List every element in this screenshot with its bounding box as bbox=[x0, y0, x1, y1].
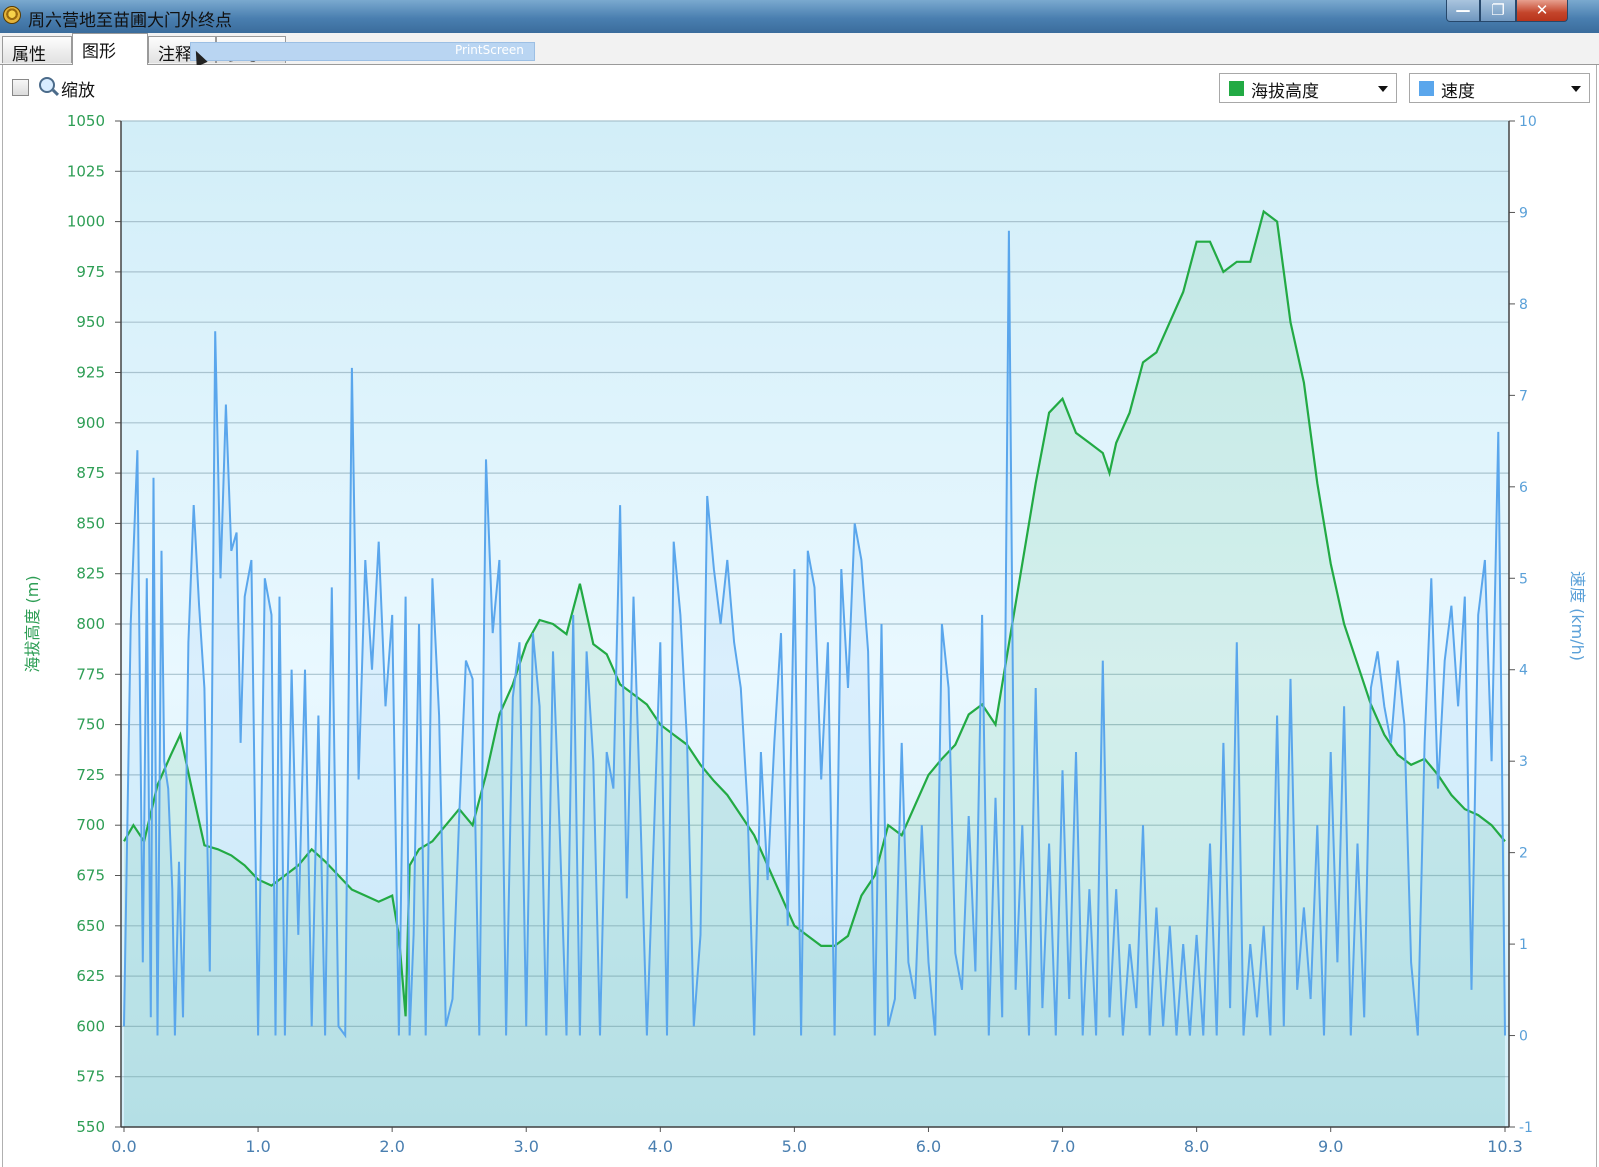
right-tick-label: 8 bbox=[1519, 297, 1528, 313]
tab-properties[interactable]: 属性 bbox=[2, 36, 72, 65]
app-icon bbox=[3, 6, 21, 24]
right-tick-label: -1 bbox=[1519, 1120, 1533, 1136]
window-title: 周六营地至苗圃大门外终点 bbox=[28, 11, 232, 31]
right-tick-label: 3 bbox=[1519, 754, 1528, 770]
close-icon: ✕ bbox=[1535, 1, 1549, 19]
left-series-dropdown[interactable]: 海拔高度 bbox=[1219, 73, 1397, 103]
elevation-area bbox=[124, 211, 1505, 1127]
left-tick-label: 700 bbox=[76, 816, 105, 834]
x-tick-label: 7.0 bbox=[1050, 1137, 1075, 1156]
speed-area bbox=[124, 230, 1505, 1127]
left-tick-label: 900 bbox=[76, 414, 105, 432]
left-tick-label: 550 bbox=[76, 1118, 105, 1136]
left-tick-label: 750 bbox=[76, 716, 105, 734]
right-tick-label: 10 bbox=[1519, 114, 1537, 130]
left-tick-label: 650 bbox=[76, 917, 105, 935]
left-tick-label: 800 bbox=[76, 615, 105, 633]
minimize-button[interactable]: — bbox=[1446, 0, 1480, 22]
zoom-label: 缩放 bbox=[61, 81, 95, 101]
left-tick-label: 975 bbox=[76, 263, 105, 281]
left-tick-label: 875 bbox=[76, 464, 105, 482]
restore-icon: ❐ bbox=[1491, 1, 1505, 19]
chevron-down-icon bbox=[1378, 86, 1388, 92]
speed-swatch bbox=[1419, 81, 1434, 96]
right-axis-title: 速度 (km/h) bbox=[1568, 571, 1587, 661]
right-series-dropdown[interactable]: 速度 bbox=[1409, 73, 1590, 103]
left-tick-label: 950 bbox=[76, 313, 105, 331]
left-tick-label: 825 bbox=[76, 565, 105, 583]
window-titlebar: 周六营地至苗圃大门外终点 — ❐ ✕ bbox=[0, 0, 1599, 33]
speed-series-line bbox=[123, 230, 1506, 1039]
x-tick-label: 10.3 bbox=[1487, 1137, 1523, 1156]
right-series-label: 速度 bbox=[1441, 82, 1475, 102]
right-tick-label: 0 bbox=[1519, 1029, 1528, 1045]
x-tick-label: 6.0 bbox=[916, 1137, 941, 1156]
left-tick-label: 575 bbox=[76, 1068, 105, 1086]
x-tick-label: 2.0 bbox=[379, 1137, 404, 1156]
left-axis-title: 海拔高度 (m) bbox=[23, 575, 42, 672]
elevation-swatch bbox=[1229, 81, 1244, 96]
tab-label: 注释 bbox=[158, 45, 192, 65]
elevation-series-line bbox=[123, 209, 1506, 1017]
printscreen-label: PrintScreen bbox=[455, 43, 524, 57]
right-tick-label: 7 bbox=[1519, 388, 1528, 404]
tab-graph[interactable]: 图形 bbox=[72, 33, 148, 65]
right-tick-label: 1 bbox=[1519, 937, 1528, 953]
magnifier-icon bbox=[39, 77, 55, 93]
tab-bar: 属性 图形 注释 参考 PrintScreen bbox=[0, 33, 1599, 65]
x-tick-label: 5.0 bbox=[782, 1137, 807, 1156]
printscreen-overlay bbox=[190, 42, 535, 61]
left-tick-label: 1025 bbox=[67, 162, 105, 180]
left-tick-label: 775 bbox=[76, 665, 105, 683]
right-tick-label: 5 bbox=[1519, 571, 1528, 587]
tab-label: 图形 bbox=[82, 42, 116, 62]
left-series-label: 海拔高度 bbox=[1251, 82, 1319, 102]
left-tick-label: 600 bbox=[76, 1017, 105, 1035]
minimize-icon: — bbox=[1455, 1, 1471, 19]
left-tick-label: 850 bbox=[76, 514, 105, 532]
tab-label: 属性 bbox=[12, 45, 46, 65]
left-tick-label: 925 bbox=[76, 364, 105, 382]
left-tick-label: 675 bbox=[76, 867, 105, 885]
x-tick-label: 9.0 bbox=[1318, 1137, 1343, 1156]
x-tick-label: 0.0 bbox=[111, 1137, 136, 1156]
right-tick-label: 6 bbox=[1519, 480, 1528, 496]
left-tick-label: 1050 bbox=[67, 112, 105, 130]
zoom-checkbox[interactable] bbox=[12, 79, 29, 96]
x-tick-label: 8.0 bbox=[1184, 1137, 1209, 1156]
right-tick-label: 2 bbox=[1519, 846, 1528, 862]
close-button[interactable]: ✕ bbox=[1516, 0, 1568, 22]
x-tick-label: 3.0 bbox=[514, 1137, 539, 1156]
x-tick-label: 4.0 bbox=[648, 1137, 673, 1156]
left-tick-label: 625 bbox=[76, 967, 105, 985]
right-tick-label: 9 bbox=[1519, 205, 1528, 221]
maximize-button[interactable]: ❐ bbox=[1480, 0, 1516, 22]
left-tick-label: 1000 bbox=[67, 213, 105, 231]
chevron-down-icon bbox=[1571, 86, 1581, 92]
x-tick-label: 1.0 bbox=[245, 1137, 270, 1156]
left-tick-label: 725 bbox=[76, 766, 105, 784]
right-tick-label: 4 bbox=[1519, 663, 1528, 679]
